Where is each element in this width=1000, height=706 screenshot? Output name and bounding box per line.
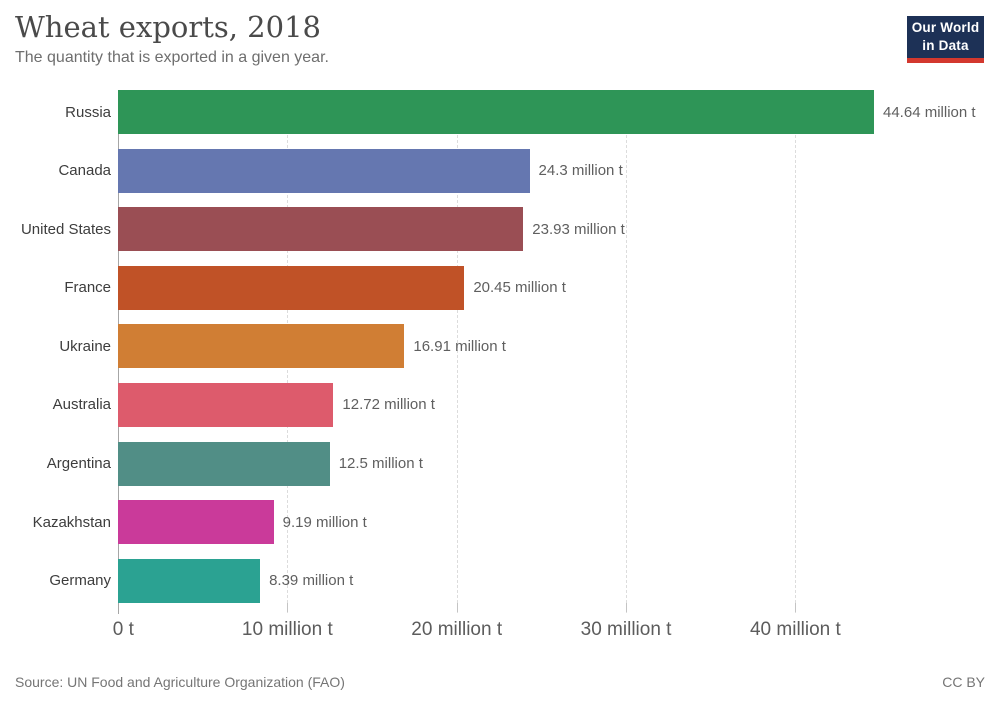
x-tick-label-10: 10 million t (241, 619, 333, 640)
value-label-germany: 8.39 million t (269, 572, 354, 590)
value-label-argentina: 12.5 million t (338, 455, 423, 473)
bar-russia[interactable] (118, 90, 874, 134)
bar-germany[interactable] (118, 558, 261, 603)
bar-row-kazakhstan: Kazakhstan 9.19 million t (0, 500, 1000, 545)
gridline-30 (626, 90, 628, 613)
country-label-canada: Canada (58, 162, 111, 180)
bar-row-germany: Germany 8.39 million t (0, 558, 1000, 603)
country-label-france: France (64, 279, 111, 297)
chart-header: Wheat exports, 2018 The quantity that is… (15, 10, 329, 67)
country-label-kazakhstan: Kazakhstan (32, 513, 111, 531)
country-label-australia: Australia (52, 396, 111, 414)
value-label-united-states: 23.93 million t (532, 220, 625, 238)
plot-rows: Russia 44.64 million t Canada 24.3 million … (0, 90, 1000, 603)
bar-canada[interactable] (118, 148, 530, 193)
bar-france[interactable] (118, 265, 465, 310)
chart-title: Wheat exports, 2018 (15, 10, 321, 44)
country-label-russia: Russia (65, 103, 111, 121)
value-label-australia: 12.72 million t (342, 396, 435, 414)
gridline-40 (795, 90, 797, 613)
bar-track: 12.72 million t (118, 382, 874, 427)
country-label-germany: Germany (49, 572, 111, 590)
bar-track: 23.93 million t (118, 207, 874, 252)
bar-row-australia: Australia 12.72 million t (0, 382, 1000, 427)
chart-footer: Source: UN Food and Agriculture Organiza… (15, 674, 985, 690)
x-tick-30 (626, 603, 628, 612)
bar-track: 16.91 million t (118, 324, 874, 369)
bar-row-russia: Russia 44.64 million t (0, 90, 1000, 134)
x-tick-20 (456, 603, 458, 612)
bar-row-argentina: Argentina 12.5 million t (0, 441, 1000, 486)
chart-body: Russia 44.64 million t Canada 24.3 million … (0, 90, 1000, 650)
gridline-20 (456, 90, 458, 613)
bar-track: 12.5 million t (118, 441, 874, 486)
chart-subtitle: The quantity that is exported in a given… (15, 48, 329, 66)
bar-row-united-states: United States 23.93 million t (0, 207, 1000, 252)
bar-track: 24.3 million t (118, 148, 874, 193)
bar-track: 9.19 million t (118, 500, 874, 545)
x-tick-label-20: 20 million t (411, 619, 503, 640)
license-label[interactable]: CC BY (942, 674, 985, 690)
logo-line-2: in Data (922, 38, 969, 53)
x-tick-label-30: 30 million t (580, 619, 672, 640)
country-label-ukraine: Ukraine (59, 337, 111, 355)
bar-row-france: France 20.45 million t (0, 265, 1000, 310)
bar-ukraine[interactable] (118, 324, 405, 369)
country-label-united-states: United States (20, 220, 111, 238)
bar-track: 44.64 million t (118, 90, 976, 134)
owid-logo[interactable]: Our World in Data (907, 16, 984, 63)
source-note: Source: UN Food and Agriculture Organiza… (15, 674, 345, 690)
x-tick-10 (287, 603, 289, 612)
x-tick-label-0: 0 t (112, 619, 134, 640)
value-label-russia: 44.64 million t (883, 103, 976, 121)
bar-row-canada: Canada 24.3 million t (0, 148, 1000, 193)
bar-kazakhstan[interactable] (118, 500, 274, 545)
bar-track: 8.39 million t (118, 558, 874, 603)
x-tick-label-40: 40 million t (749, 619, 841, 640)
value-label-kazakhstan: 9.19 million t (282, 513, 367, 531)
country-label-argentina: Argentina (46, 455, 111, 473)
bar-united-states[interactable] (118, 207, 524, 252)
value-label-canada: 24.3 million t (538, 162, 623, 180)
bar-argentina[interactable] (118, 441, 330, 486)
value-label-france: 20.45 million t (473, 279, 566, 297)
x-axis: 0 t 10 million t 20 million t 30 million t 4… (113, 603, 874, 648)
bar-row-ukraine: Ukraine 16.91 million t (0, 324, 1000, 369)
bar-australia[interactable] (118, 382, 334, 427)
logo-line-1: Our World (911, 20, 980, 36)
bar-track: 20.45 million t (118, 265, 874, 310)
x-tick-40 (795, 603, 797, 612)
value-label-ukraine: 16.91 million t (413, 337, 506, 355)
